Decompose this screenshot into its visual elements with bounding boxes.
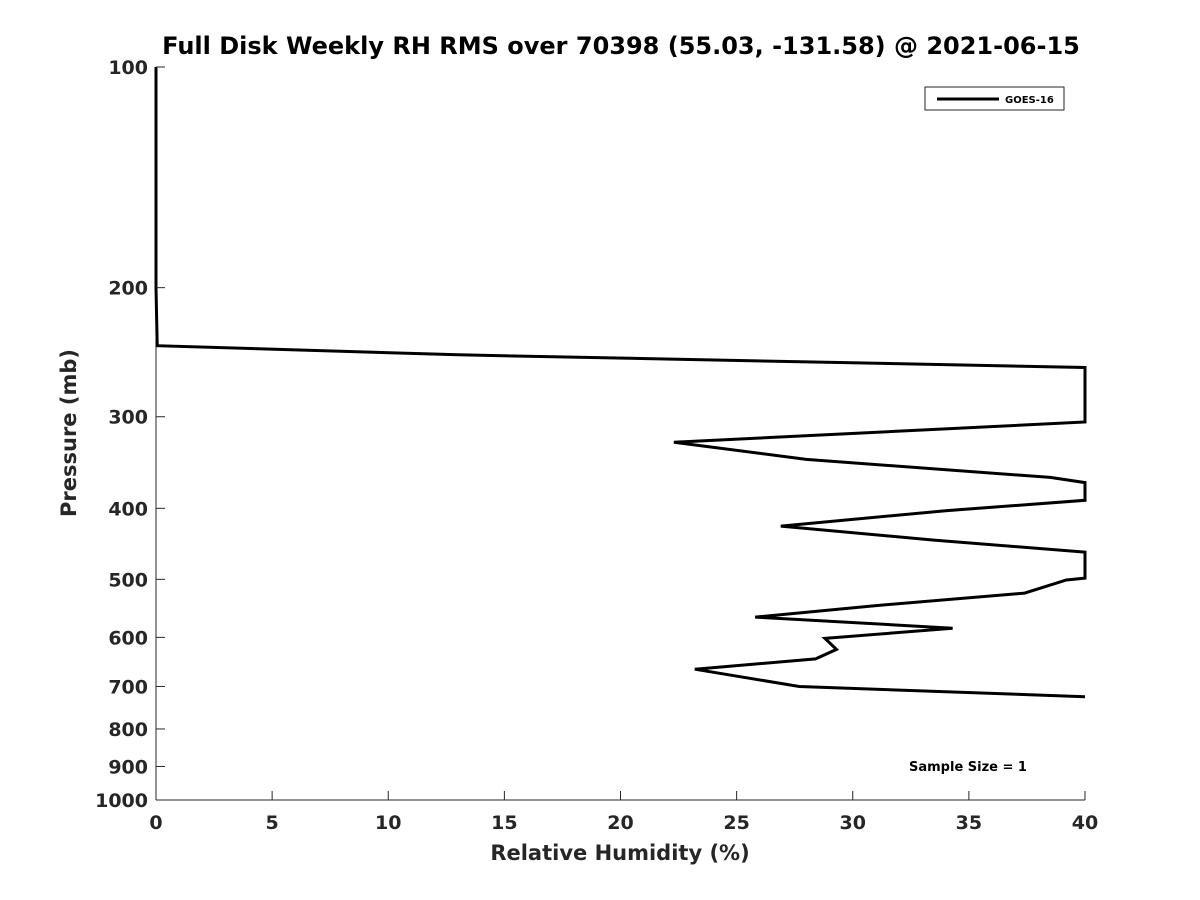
x-axis-label: Relative Humidity (%) [490, 841, 749, 865]
y-tick-label: 800 [108, 719, 148, 741]
legend-entry-label: GOES-16 [1005, 95, 1054, 106]
y-tick-label: 500 [108, 569, 148, 591]
y-tick-label: 600 [108, 627, 148, 649]
y-tick-label: 700 [108, 676, 148, 698]
chart-title: Full Disk Weekly RH RMS over 70398 (55.0… [162, 32, 1080, 60]
x-tick-label: 5 [266, 812, 279, 834]
series-line-goes-16 [154, 67, 1087, 699]
y-tick-label: 900 [108, 756, 148, 778]
y-tick-label: 400 [108, 498, 148, 520]
sample-size-annotation: Sample Size = 1 [909, 760, 1027, 775]
y-axis-label: Pressure (mb) [57, 349, 81, 517]
x-tick-label: 30 [840, 812, 866, 834]
plot-area [154, 67, 1087, 801]
y-tick-label: 300 [108, 407, 148, 429]
legend: GOES-16 [924, 86, 1065, 111]
x-tick-label: 10 [375, 812, 401, 834]
y-axis: 100 200 300 400 500 600 700 800 900 1000 [95, 57, 165, 812]
y-tick-label: 1000 [95, 790, 148, 812]
x-tick-label: 25 [723, 812, 749, 834]
x-tick-label: 0 [149, 812, 162, 834]
x-tick-label: 35 [956, 812, 982, 834]
x-tick-label: 20 [607, 812, 633, 834]
y-tick-label: 200 [108, 278, 148, 300]
x-tick-label: 40 [1072, 812, 1098, 834]
x-axis: 0 5 10 15 20 25 30 35 40 [149, 791, 1098, 834]
x-tick-label: 15 [491, 812, 517, 834]
y-tick-label: 100 [108, 57, 148, 79]
